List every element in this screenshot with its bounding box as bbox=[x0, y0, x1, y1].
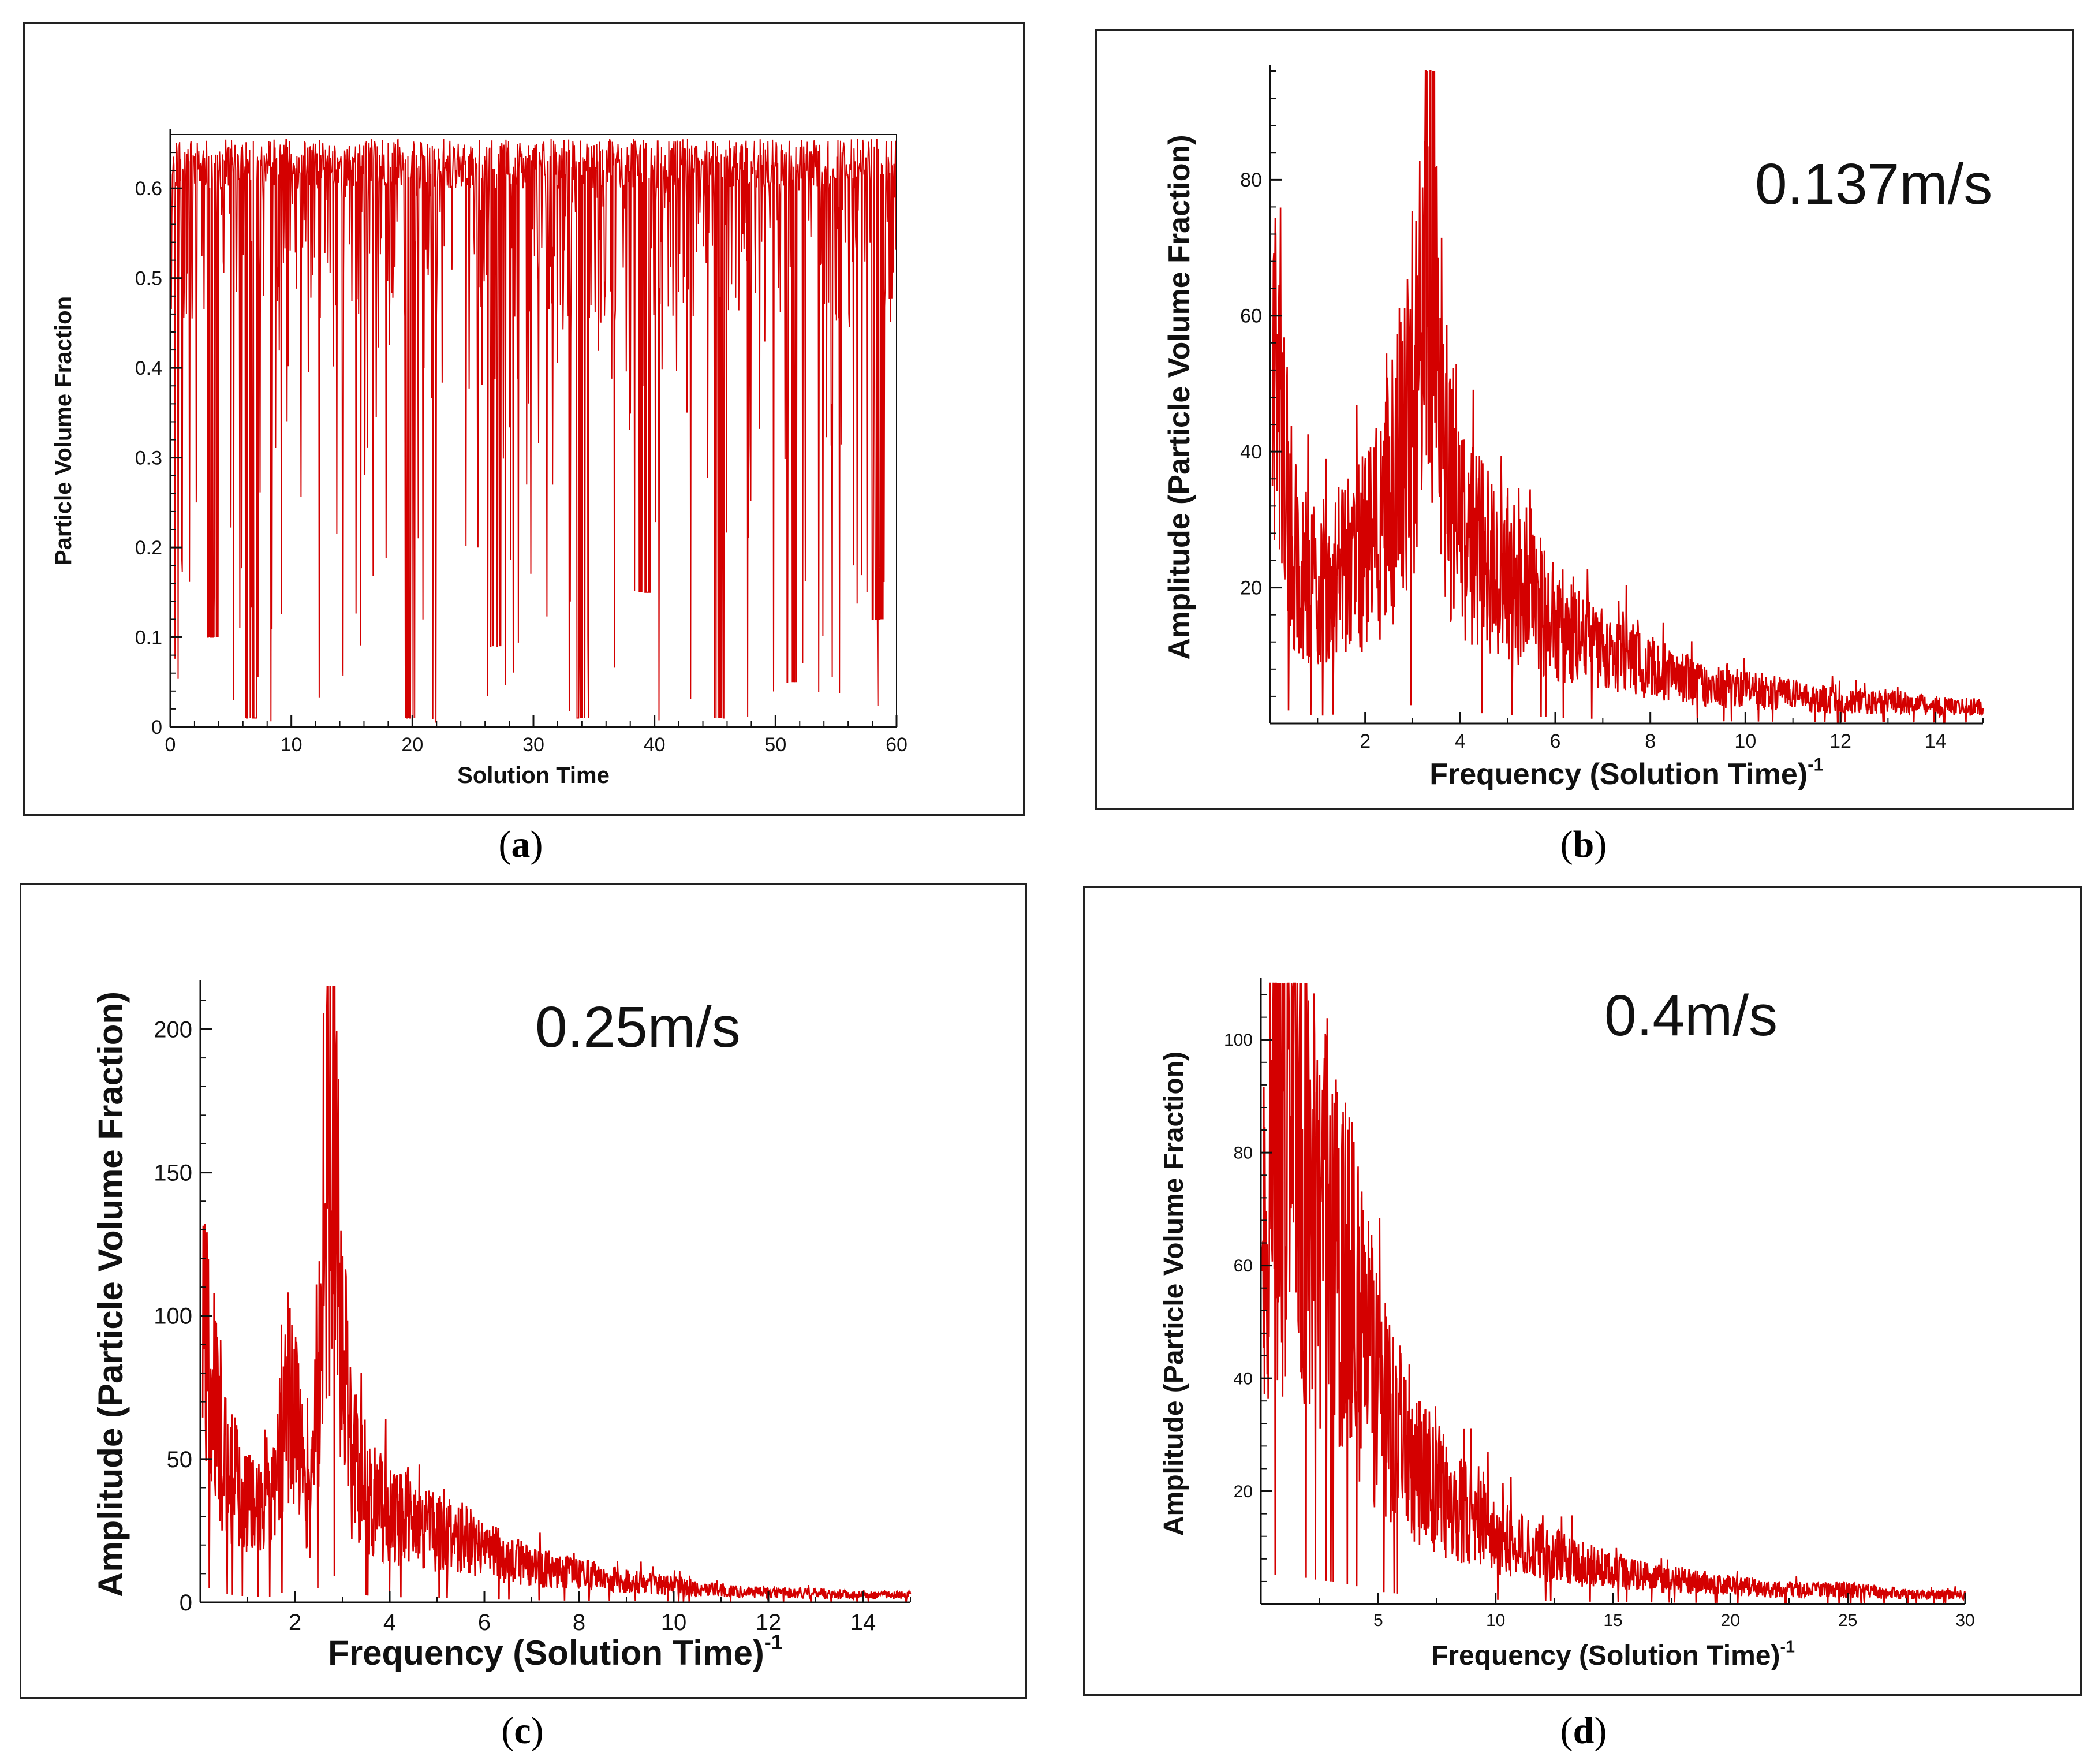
x-tick-label: 10 bbox=[1734, 730, 1756, 752]
x-tick-label: 2 bbox=[1360, 730, 1371, 752]
y-tick-label: 80 bbox=[1234, 1144, 1253, 1163]
y-tick-label: 40 bbox=[1240, 441, 1262, 463]
y-tick-label: 0 bbox=[151, 717, 162, 739]
x-tick-label: 12 bbox=[1829, 730, 1851, 752]
x-tick-label: 25 bbox=[1838, 1611, 1857, 1630]
y-axis-label-d: Amplitude (Particle Volume Fraction) bbox=[1159, 1051, 1189, 1536]
x-tick-label: 8 bbox=[1645, 730, 1656, 752]
chart-panel-d: 5 10 15 20 25 30 20 40 60 80 100 Frequency (Solutio… bbox=[1083, 886, 2082, 1696]
caption-b: (b) bbox=[1560, 823, 1607, 866]
y-tick-label: 60 bbox=[1234, 1256, 1253, 1276]
y-tick-label: 50 bbox=[167, 1447, 193, 1472]
y-tick-label: 100 bbox=[154, 1304, 192, 1329]
x-tick-label: 4 bbox=[1455, 730, 1466, 752]
x-tick-label: 10 bbox=[281, 734, 303, 756]
y-tick-label: 0 bbox=[180, 1590, 192, 1616]
x-axis-label-b: Frequency (Solution Time)-1 bbox=[1429, 755, 1824, 791]
x-axis-label-d: Frequency (Solution Time)-1 bbox=[1431, 1638, 1795, 1671]
y-tick-label: 20 bbox=[1240, 577, 1262, 599]
y-tick-label: 0.2 bbox=[135, 537, 162, 559]
y-tick-label: 0.4 bbox=[135, 357, 162, 379]
chart-a: 0 10 20 30 40 50 60 0 0.1 0.2 0.3 0.4 0.5 0.6 Solution… bbox=[51, 129, 908, 788]
velocity-annotation-b: 0.137m/s bbox=[1755, 152, 1992, 217]
y-tick-label: 80 bbox=[1240, 169, 1262, 191]
y-tick-label: 40 bbox=[1234, 1370, 1253, 1389]
chart-panel-a: 0 10 20 30 40 50 60 0 0.1 0.2 0.3 0.4 0.5 0.6 Solution… bbox=[23, 22, 1025, 816]
chart-c: 2 4 6 8 10 12 14 0 50 100 150 200 Frequency (Solutio… bbox=[91, 980, 912, 1672]
series-line-b bbox=[1271, 70, 1984, 723]
chart-panel-b: 2 4 6 8 10 12 14 20 40 60 80 Frequency (Solution Ti… bbox=[1095, 29, 2074, 810]
caption-d: (d) bbox=[1560, 1710, 1607, 1752]
x-tick-label: 50 bbox=[764, 734, 786, 756]
x-tick-label: 60 bbox=[886, 734, 908, 756]
y-axis-label-a: Particle Volume Fraction bbox=[51, 296, 76, 565]
x-tick-label: 4 bbox=[383, 1610, 396, 1635]
chart-d: 5 10 15 20 25 30 20 40 60 80 100 Frequency (Solutio… bbox=[1159, 978, 1975, 1671]
caption-a: (a) bbox=[498, 823, 543, 866]
y-tick-label: 150 bbox=[154, 1161, 192, 1186]
x-tick-label: 6 bbox=[1550, 730, 1561, 752]
chart-panel-c: 2 4 6 8 10 12 14 0 50 100 150 200 Frequency (Solutio… bbox=[20, 883, 1027, 1699]
x-tick-label: 0 bbox=[165, 734, 176, 756]
x-tick-label: 20 bbox=[401, 734, 423, 756]
y-tick-label: 0.1 bbox=[135, 626, 162, 648]
x-tick-label: 14 bbox=[850, 1610, 876, 1635]
x-tick-label: 10 bbox=[661, 1610, 687, 1635]
x-tick-label: 40 bbox=[644, 734, 666, 756]
x-tick-label: 8 bbox=[573, 1610, 585, 1635]
y-tick-label: 0.6 bbox=[135, 178, 162, 200]
y-tick-label: 200 bbox=[154, 1017, 192, 1042]
x-axis-label-c: Frequency (Solution Time)-1 bbox=[328, 1630, 783, 1672]
y-tick-label: 0.5 bbox=[135, 268, 162, 290]
chart-b: 2 4 6 8 10 12 14 20 40 60 80 Frequency (Solution Ti… bbox=[1163, 65, 1992, 791]
x-tick-label: 15 bbox=[1603, 1611, 1622, 1630]
series-line-c bbox=[201, 986, 912, 1602]
x-tick-label: 10 bbox=[1486, 1611, 1505, 1630]
y-axis-label-c: Amplitude (Particle Volume Fraction) bbox=[91, 991, 130, 1597]
series-line-a bbox=[170, 138, 897, 723]
y-tick-label: 100 bbox=[1224, 1031, 1253, 1050]
x-tick-label: 6 bbox=[478, 1610, 491, 1635]
x-tick-label: 30 bbox=[1955, 1611, 1974, 1630]
caption-c: (c) bbox=[501, 1710, 544, 1752]
series-line-d bbox=[1261, 982, 1966, 1604]
x-tick-label: 12 bbox=[756, 1610, 782, 1635]
y-tick-label: 20 bbox=[1234, 1482, 1253, 1501]
x-tick-label: 2 bbox=[289, 1610, 301, 1635]
y-axis-label-b: Amplitude (Particle Volume Fraction) bbox=[1163, 135, 1196, 659]
x-axis-label-a: Solution Time bbox=[457, 763, 610, 788]
velocity-annotation-d: 0.4m/s bbox=[1604, 983, 1778, 1048]
y-tick-label: 60 bbox=[1240, 305, 1262, 327]
y-tick-label: 0.3 bbox=[135, 447, 162, 469]
x-tick-label: 30 bbox=[522, 734, 544, 756]
x-tick-label: 5 bbox=[1373, 1611, 1383, 1630]
x-tick-label: 14 bbox=[1925, 730, 1947, 752]
velocity-annotation-c: 0.25m/s bbox=[535, 995, 741, 1060]
x-tick-label: 20 bbox=[1721, 1611, 1740, 1630]
